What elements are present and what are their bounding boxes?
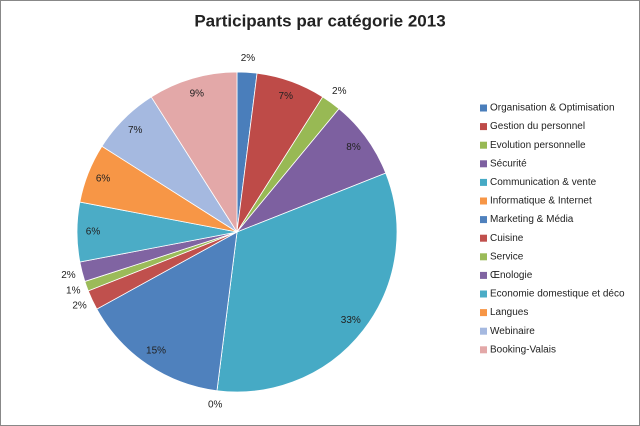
data-label: 2% (241, 53, 256, 64)
legend-label: Economie domestique et déco (490, 289, 625, 300)
legend-swatch (480, 160, 487, 168)
legend-label: Service (490, 251, 524, 262)
chart-title: Participants par catégorie 2013 (194, 11, 445, 30)
legend-label: Organisation & Optimisation (490, 103, 615, 114)
legend-swatch (480, 197, 487, 205)
legend-label: Cuisine (490, 233, 524, 244)
data-label: 6% (96, 174, 111, 185)
legend-swatch (480, 234, 487, 242)
legend-label: Gestion du personnel (490, 121, 585, 132)
legend-swatch (480, 178, 487, 186)
data-label: 7% (128, 125, 143, 136)
data-label: 15% (146, 346, 166, 357)
pie-slice (96, 231, 238, 392)
pie-slice (150, 71, 238, 234)
legend-label: Booking-Valais (490, 344, 556, 355)
legend-swatch (480, 123, 487, 131)
legend-label: Communication & vente (490, 177, 597, 188)
legend-label: Informatique & Internet (490, 196, 592, 207)
data-label: 33% (341, 315, 361, 326)
legend-swatch (480, 290, 487, 298)
data-label: 6% (86, 227, 101, 238)
data-label: 1% (66, 286, 81, 297)
legend-swatch (480, 271, 487, 279)
legend-label: Œnologie (490, 270, 533, 281)
data-label: 0% (208, 399, 223, 410)
legend-label: Evolution personnelle (490, 140, 586, 151)
data-label: 2% (72, 301, 87, 312)
legend-swatch (480, 141, 487, 149)
data-label: 2% (61, 270, 76, 281)
legend-label: Sécurité (490, 158, 527, 169)
legend-swatch (480, 309, 487, 317)
legend-label: Marketing & Média (490, 214, 574, 225)
data-label: 2% (332, 86, 347, 97)
legend-swatch (480, 346, 487, 354)
data-label: 8% (346, 142, 361, 153)
legend-swatch (480, 216, 487, 224)
pie-slice (216, 172, 398, 393)
legend-swatch (480, 327, 487, 335)
data-label: 9% (190, 88, 205, 99)
legend-swatch (480, 104, 487, 112)
data-label: 7% (279, 91, 294, 102)
legend-label: Langues (490, 307, 528, 318)
legend-label: Webinaire (490, 326, 535, 337)
legend-swatch (480, 253, 487, 261)
